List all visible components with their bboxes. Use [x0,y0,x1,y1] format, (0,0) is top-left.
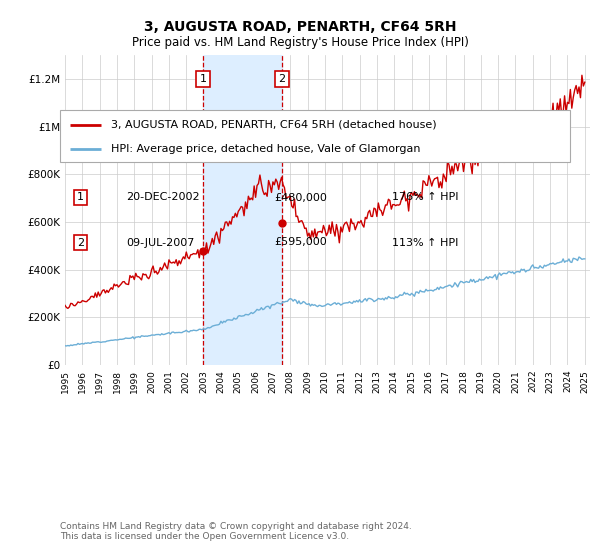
Text: 09-JUL-2007: 09-JUL-2007 [127,237,194,248]
Text: 1: 1 [200,74,206,84]
Text: £595,000: £595,000 [274,237,327,248]
Text: 1: 1 [77,193,84,203]
Text: 3, AUGUSTA ROAD, PENARTH, CF64 5RH (detached house): 3, AUGUSTA ROAD, PENARTH, CF64 5RH (deta… [111,120,437,129]
Text: 176% ↑ HPI: 176% ↑ HPI [392,193,458,203]
Text: 2: 2 [77,237,84,248]
Bar [203,55,282,365]
Text: Price paid vs. HM Land Registry's House Price Index (HPI): Price paid vs. HM Land Registry's House … [131,36,469,49]
FancyBboxPatch shape [60,110,570,162]
Text: Contains HM Land Registry data © Crown copyright and database right 2024.
This d: Contains HM Land Registry data © Crown c… [60,522,412,542]
Text: 113% ↑ HPI: 113% ↑ HPI [392,237,458,248]
Text: £480,000: £480,000 [274,193,327,203]
Text: 3, AUGUSTA ROAD, PENARTH, CF64 5RH: 3, AUGUSTA ROAD, PENARTH, CF64 5RH [144,20,456,34]
Text: 2: 2 [278,74,286,84]
Text: HPI: Average price, detached house, Vale of Glamorgan: HPI: Average price, detached house, Vale… [111,144,421,154]
Text: 20-DEC-2002: 20-DEC-2002 [127,193,200,203]
